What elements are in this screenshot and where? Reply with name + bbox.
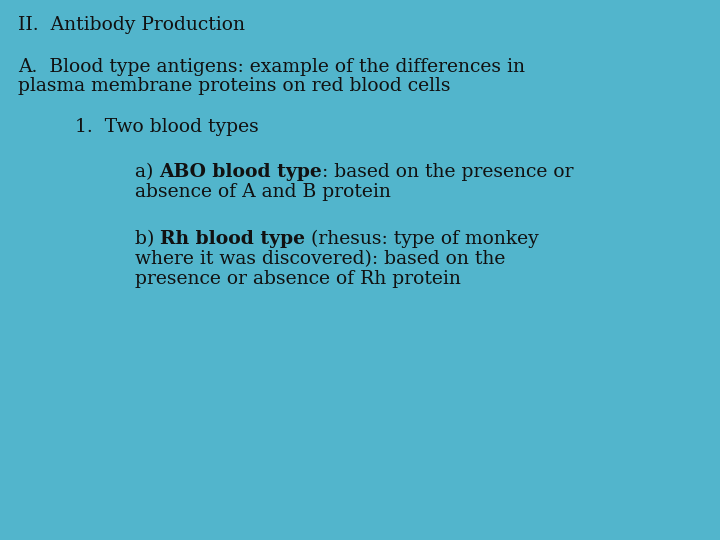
Text: plasma membrane proteins on red blood cells: plasma membrane proteins on red blood ce…: [18, 77, 451, 95]
Text: II.  Antibody Production: II. Antibody Production: [18, 16, 245, 34]
Text: A.  Blood type antigens: example of the differences in: A. Blood type antigens: example of the d…: [18, 58, 525, 76]
Text: : based on the presence or: : based on the presence or: [322, 163, 574, 181]
Text: ABO blood type: ABO blood type: [159, 163, 322, 181]
Text: where it was discovered): based on the: where it was discovered): based on the: [135, 250, 505, 268]
Text: 1.  Two blood types: 1. Two blood types: [75, 118, 258, 136]
Text: (rhesus: type of monkey: (rhesus: type of monkey: [305, 230, 539, 248]
Text: b): b): [135, 230, 161, 248]
Text: a): a): [135, 163, 159, 181]
Text: absence of A and B protein: absence of A and B protein: [135, 183, 391, 201]
Text: presence or absence of Rh protein: presence or absence of Rh protein: [135, 270, 461, 288]
Text: Rh blood type: Rh blood type: [161, 230, 305, 248]
